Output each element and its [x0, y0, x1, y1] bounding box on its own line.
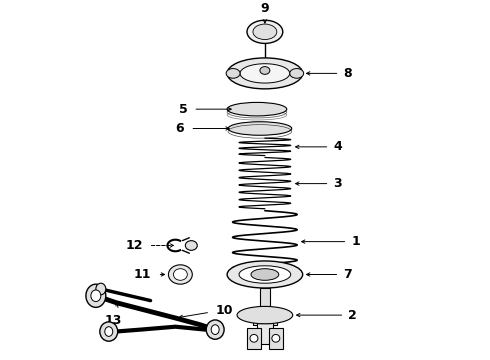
Ellipse shape: [250, 334, 258, 342]
Ellipse shape: [227, 261, 303, 288]
Ellipse shape: [91, 290, 101, 302]
Ellipse shape: [185, 240, 197, 250]
Ellipse shape: [105, 327, 113, 336]
Ellipse shape: [253, 24, 277, 40]
Text: 2: 2: [348, 309, 357, 321]
Text: 12: 12: [125, 239, 143, 252]
Ellipse shape: [237, 306, 293, 324]
Bar: [247, 328, 261, 349]
Text: 9: 9: [261, 3, 269, 15]
Ellipse shape: [290, 68, 304, 78]
Ellipse shape: [247, 20, 283, 44]
Text: 13: 13: [104, 314, 122, 327]
Bar: [253, 310, 277, 325]
Ellipse shape: [260, 67, 270, 75]
Text: 1: 1: [351, 235, 360, 248]
Ellipse shape: [227, 58, 303, 89]
Text: 6: 6: [176, 122, 184, 135]
Text: 11: 11: [134, 268, 151, 281]
Ellipse shape: [227, 102, 287, 116]
Text: 5: 5: [178, 103, 187, 116]
Text: 7: 7: [343, 268, 352, 281]
Text: 4: 4: [334, 140, 342, 153]
Ellipse shape: [272, 334, 280, 342]
Ellipse shape: [211, 325, 219, 334]
Ellipse shape: [240, 64, 290, 83]
Ellipse shape: [206, 320, 224, 339]
Ellipse shape: [173, 269, 187, 280]
Text: 3: 3: [334, 177, 342, 190]
Ellipse shape: [228, 122, 292, 135]
Ellipse shape: [239, 266, 291, 283]
Bar: [260, 288, 270, 310]
Text: 10: 10: [215, 304, 233, 317]
Ellipse shape: [100, 322, 118, 341]
Ellipse shape: [169, 265, 192, 284]
Bar: [257, 323, 273, 344]
Ellipse shape: [226, 68, 240, 78]
Ellipse shape: [96, 283, 106, 295]
Ellipse shape: [251, 269, 279, 280]
Ellipse shape: [86, 284, 106, 307]
Bar: [269, 328, 283, 349]
Text: 8: 8: [343, 67, 352, 80]
